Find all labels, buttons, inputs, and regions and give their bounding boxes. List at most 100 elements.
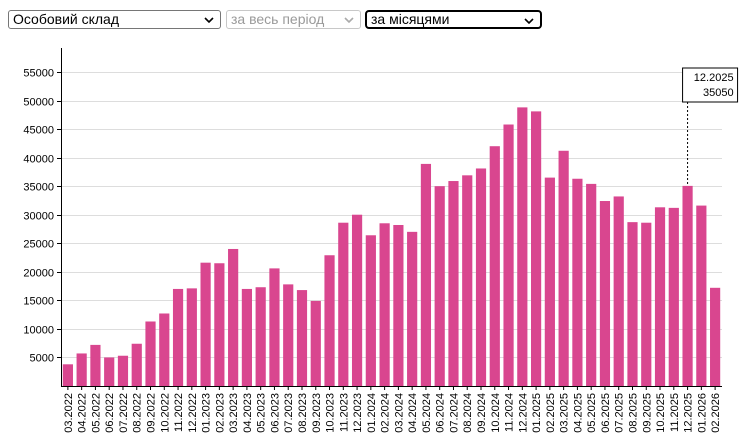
bar-01.2024[interactable] bbox=[365, 235, 376, 386]
x-tick-label: 07.2024 bbox=[448, 393, 460, 433]
period-select-value: за весь період bbox=[231, 11, 325, 27]
bar-02.2023[interactable] bbox=[214, 263, 225, 386]
x-tick-label: 02.2025 bbox=[545, 393, 557, 433]
bar-04.2022[interactable] bbox=[76, 353, 87, 386]
y-tick-label: 25000 bbox=[23, 239, 54, 251]
bar-04.2023[interactable] bbox=[241, 288, 253, 386]
x-tick-label: 09.2022 bbox=[146, 393, 158, 433]
type-select[interactable]: Особовий склад bbox=[8, 10, 221, 29]
x-tick-label: 10.2022 bbox=[159, 393, 171, 433]
x-tick-label: 04.2025 bbox=[572, 393, 584, 433]
bar-08.2025[interactable] bbox=[627, 222, 638, 386]
x-tick-label: 02.2026 bbox=[710, 393, 722, 433]
chevron-down-icon bbox=[344, 17, 354, 24]
bar-06.2024[interactable] bbox=[434, 186, 445, 386]
y-axis: 5000 10000 15000 20000 25000 30000 35000 40000 4… bbox=[23, 48, 62, 386]
bar-09.2025[interactable] bbox=[641, 222, 652, 386]
x-tick-label: 05.2025 bbox=[586, 393, 598, 433]
type-select-value: Особовий склад bbox=[13, 11, 120, 27]
x-tick-label: 05.2024 bbox=[421, 393, 433, 433]
y-tick-label: 10000 bbox=[23, 325, 54, 337]
x-tick-label: 09.2023 bbox=[311, 393, 323, 433]
x-tick-label: 03.2025 bbox=[559, 393, 571, 433]
x-tick-label: 11.2024 bbox=[504, 393, 516, 432]
chevron-down-icon bbox=[204, 17, 214, 24]
bar-03.2025[interactable] bbox=[558, 150, 569, 386]
x-tick-label: 08.2023 bbox=[297, 393, 309, 433]
y-tick-label: 45000 bbox=[23, 125, 54, 137]
bar-01.2026[interactable] bbox=[696, 205, 707, 386]
bar-07.2023[interactable] bbox=[283, 284, 294, 386]
bar-10.2025[interactable] bbox=[654, 207, 666, 386]
bar-08.2023[interactable] bbox=[296, 290, 308, 386]
x-tick-label: 07.2023 bbox=[283, 393, 295, 433]
bar-12.2022[interactable] bbox=[186, 288, 197, 386]
bar-09.2022[interactable] bbox=[145, 321, 156, 386]
x-tick-label: 06.2023 bbox=[269, 393, 281, 433]
tooltip-label: 12.2025 bbox=[694, 72, 734, 84]
period-select[interactable]: за весь період bbox=[226, 10, 361, 29]
bar-01.2025[interactable] bbox=[530, 111, 542, 386]
x-tick-label: 08.2024 bbox=[462, 393, 474, 433]
bar-10.2024[interactable] bbox=[489, 146, 500, 386]
bar-01.2023[interactable] bbox=[200, 262, 211, 386]
bar-06.2022[interactable] bbox=[104, 357, 115, 386]
tooltip-value: 35050 bbox=[703, 87, 734, 99]
x-tick-label: 01.2026 bbox=[696, 393, 708, 433]
x-tick-label: 01.2025 bbox=[531, 393, 543, 433]
bar-12.2024[interactable] bbox=[517, 107, 528, 386]
y-tick-label: 30000 bbox=[23, 211, 54, 223]
bar-03.2022[interactable] bbox=[62, 364, 73, 386]
x-tick-label: 04.2024 bbox=[407, 393, 419, 433]
x-tick-label: 08.2022 bbox=[132, 393, 144, 433]
x-tick-label: 11.2022 bbox=[173, 393, 185, 432]
x-tick-label: 12.2022 bbox=[187, 393, 199, 433]
bar-11.2022[interactable] bbox=[172, 288, 184, 386]
y-tick-label: 5000 bbox=[30, 353, 54, 365]
bar-08.2022[interactable] bbox=[131, 343, 142, 386]
x-tick-label: 07.2025 bbox=[614, 393, 626, 433]
x-tick-label: 02.2024 bbox=[380, 393, 392, 433]
bar-10.2023[interactable] bbox=[324, 255, 335, 386]
x-tick-label: 01.2024 bbox=[366, 393, 378, 433]
x-tick-label: 09.2025 bbox=[641, 393, 653, 433]
bar-05.2025[interactable] bbox=[586, 183, 597, 386]
grouping-select-value: за місяцями bbox=[371, 11, 450, 27]
bar-02.2026[interactable] bbox=[710, 287, 721, 386]
bar-02.2025[interactable] bbox=[544, 177, 555, 386]
grouping-select[interactable]: за місяцями bbox=[365, 10, 542, 29]
x-tick-label: 04.2022 bbox=[77, 393, 89, 433]
bar-07.2025[interactable] bbox=[613, 196, 624, 386]
x-tick-label: 10.2025 bbox=[655, 393, 667, 433]
x-tick-label: 06.2024 bbox=[435, 393, 447, 433]
bar-03.2023[interactable] bbox=[228, 248, 239, 386]
bar-06.2023[interactable] bbox=[269, 268, 280, 386]
bar-12.2025[interactable] bbox=[682, 185, 693, 386]
bar-11.2023[interactable] bbox=[338, 222, 349, 386]
x-tick-label: 03.2024 bbox=[393, 393, 405, 433]
y-tick-label: 55000 bbox=[23, 68, 54, 80]
bar-05.2024[interactable] bbox=[420, 163, 432, 386]
x-tick-label: 04.2023 bbox=[242, 393, 254, 433]
bar-07.2024[interactable] bbox=[448, 181, 459, 386]
x-tick-label: 07.2022 bbox=[118, 393, 130, 433]
bar-10.2022[interactable] bbox=[159, 313, 170, 386]
bar-11.2025[interactable] bbox=[668, 207, 679, 386]
bar-04.2024[interactable] bbox=[407, 231, 418, 386]
y-tick-label: 50000 bbox=[23, 97, 54, 109]
bar-06.2025[interactable] bbox=[599, 201, 611, 386]
bar-02.2024[interactable] bbox=[379, 223, 390, 386]
bar-09.2024[interactable] bbox=[475, 168, 487, 386]
bar-04.2025[interactable] bbox=[572, 178, 583, 386]
x-tick-label: 05.2023 bbox=[256, 393, 268, 433]
bar-08.2024[interactable] bbox=[462, 175, 473, 386]
bar-07.2022[interactable] bbox=[117, 355, 129, 386]
x-tick-label: 12.2023 bbox=[352, 393, 364, 433]
bar-11.2024[interactable] bbox=[503, 124, 514, 386]
bar-12.2023[interactable] bbox=[351, 214, 363, 386]
bar-05.2023[interactable] bbox=[255, 287, 266, 386]
bar-03.2024[interactable] bbox=[393, 224, 404, 386]
bar-09.2023[interactable] bbox=[310, 300, 321, 386]
bar-05.2022[interactable] bbox=[90, 344, 101, 386]
